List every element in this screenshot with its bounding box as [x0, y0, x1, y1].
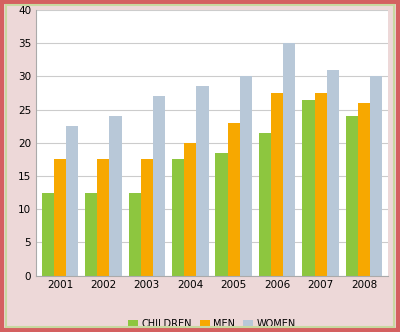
Bar	[42, 193, 54, 276]
Bar	[240, 76, 252, 276]
Bar	[228, 123, 240, 276]
Bar	[97, 159, 110, 276]
Bar	[141, 159, 153, 276]
Bar	[128, 193, 141, 276]
Bar	[346, 116, 358, 276]
Bar	[110, 116, 122, 276]
Bar	[302, 100, 314, 276]
Bar	[85, 193, 97, 276]
Bar	[153, 96, 165, 276]
Bar	[184, 143, 196, 276]
Bar	[196, 86, 208, 276]
Bar	[271, 93, 283, 276]
Bar	[327, 70, 339, 276]
Bar	[283, 43, 296, 276]
Bar	[358, 103, 370, 276]
Bar	[172, 159, 184, 276]
Bar	[66, 126, 78, 276]
Bar	[216, 153, 228, 276]
Bar	[259, 133, 271, 276]
Bar	[314, 93, 327, 276]
Bar	[54, 159, 66, 276]
Legend: CHILDREN, MEN, WOMEN: CHILDREN, MEN, WOMEN	[124, 315, 300, 332]
Bar	[370, 76, 382, 276]
